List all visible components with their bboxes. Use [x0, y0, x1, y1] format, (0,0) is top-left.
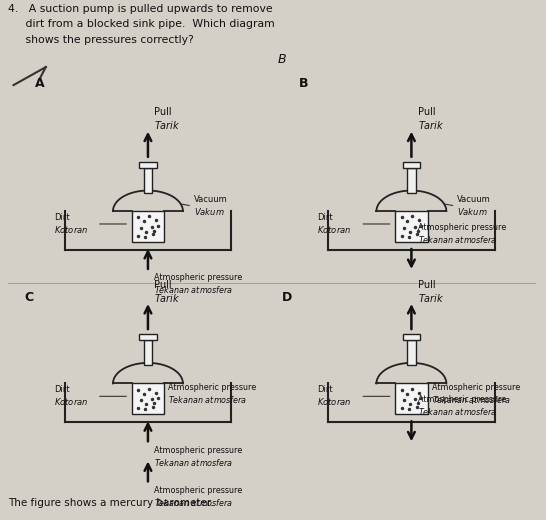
Bar: [139, 334, 157, 340]
Text: 4.   A suction pump is pulled upwards to remove: 4. A suction pump is pulled upwards to r…: [8, 4, 273, 14]
Bar: [395, 383, 428, 414]
Text: Atmospheric pressure
$\mathit{Tekanan\ atmosfera}$: Atmospheric pressure $\mathit{Tekanan\ a…: [418, 223, 506, 244]
Bar: [403, 334, 420, 340]
Text: Pull
$\mathit{Tarik}$: Pull $\mathit{Tarik}$: [155, 108, 181, 132]
Bar: [403, 162, 420, 168]
Bar: [132, 383, 164, 414]
Text: Vacuum
$\mathit{Vakum}$: Vacuum $\mathit{Vakum}$: [194, 195, 227, 217]
Text: Dirt
$\mathit{Kotoran}$: Dirt $\mathit{Kotoran}$: [54, 213, 88, 235]
Text: Atmospheric pressure
$\mathit{Tekanan\ atmosfera}$: Atmospheric pressure $\mathit{Tekanan\ a…: [168, 383, 257, 405]
Text: Pull
$\mathit{Tarik}$: Pull $\mathit{Tarik}$: [418, 280, 444, 304]
Text: $\mathit{B}$: $\mathit{B}$: [277, 53, 287, 66]
Bar: [407, 340, 416, 365]
Text: The figure shows a mercury barometer.: The figure shows a mercury barometer.: [8, 498, 214, 508]
Text: Atmospheric pressure
$\mathit{Tekanan\ atmosfera}$: Atmospheric pressure $\mathit{Tekanan\ a…: [155, 486, 242, 508]
Bar: [407, 168, 416, 192]
Text: Atmospheric pressure
$\mathit{Tekanan\ atmosfera}$: Atmospheric pressure $\mathit{Tekanan\ a…: [418, 395, 506, 417]
Text: Atmospheric pressure
$\mathit{Tekanan\ atmosfera}$: Atmospheric pressure $\mathit{Tekanan\ a…: [155, 274, 242, 295]
Text: C: C: [24, 291, 33, 304]
Text: Dirt
$\mathit{Kotoran}$: Dirt $\mathit{Kotoran}$: [54, 385, 88, 407]
Text: dirt from a blocked sink pipe.  Which diagram: dirt from a blocked sink pipe. Which dia…: [8, 19, 275, 29]
Bar: [144, 168, 152, 192]
Bar: [144, 340, 152, 365]
Text: D: D: [282, 291, 293, 304]
Text: Dirt
$\mathit{Kotoran}$: Dirt $\mathit{Kotoran}$: [317, 213, 352, 235]
Text: Atmospheric pressure
$\mathit{Tekanan\ atmosfera}$: Atmospheric pressure $\mathit{Tekanan\ a…: [432, 383, 520, 405]
Bar: [395, 211, 428, 242]
Text: Vacuum
$\mathit{Vakum}$: Vacuum $\mathit{Vakum}$: [457, 195, 491, 217]
Text: A: A: [35, 77, 45, 90]
Text: Pull
$\mathit{Tarik}$: Pull $\mathit{Tarik}$: [155, 280, 181, 304]
Text: Dirt
$\mathit{Kotoran}$: Dirt $\mathit{Kotoran}$: [317, 385, 352, 407]
Text: shows the pressures correctly?: shows the pressures correctly?: [8, 35, 194, 45]
Bar: [139, 162, 157, 168]
Text: Atmospheric pressure
$\mathit{Tekanan\ atmosfera}$: Atmospheric pressure $\mathit{Tekanan\ a…: [155, 446, 242, 467]
Text: B: B: [299, 77, 308, 90]
Text: Pull
$\mathit{Tarik}$: Pull $\mathit{Tarik}$: [418, 108, 444, 132]
Bar: [132, 211, 164, 242]
